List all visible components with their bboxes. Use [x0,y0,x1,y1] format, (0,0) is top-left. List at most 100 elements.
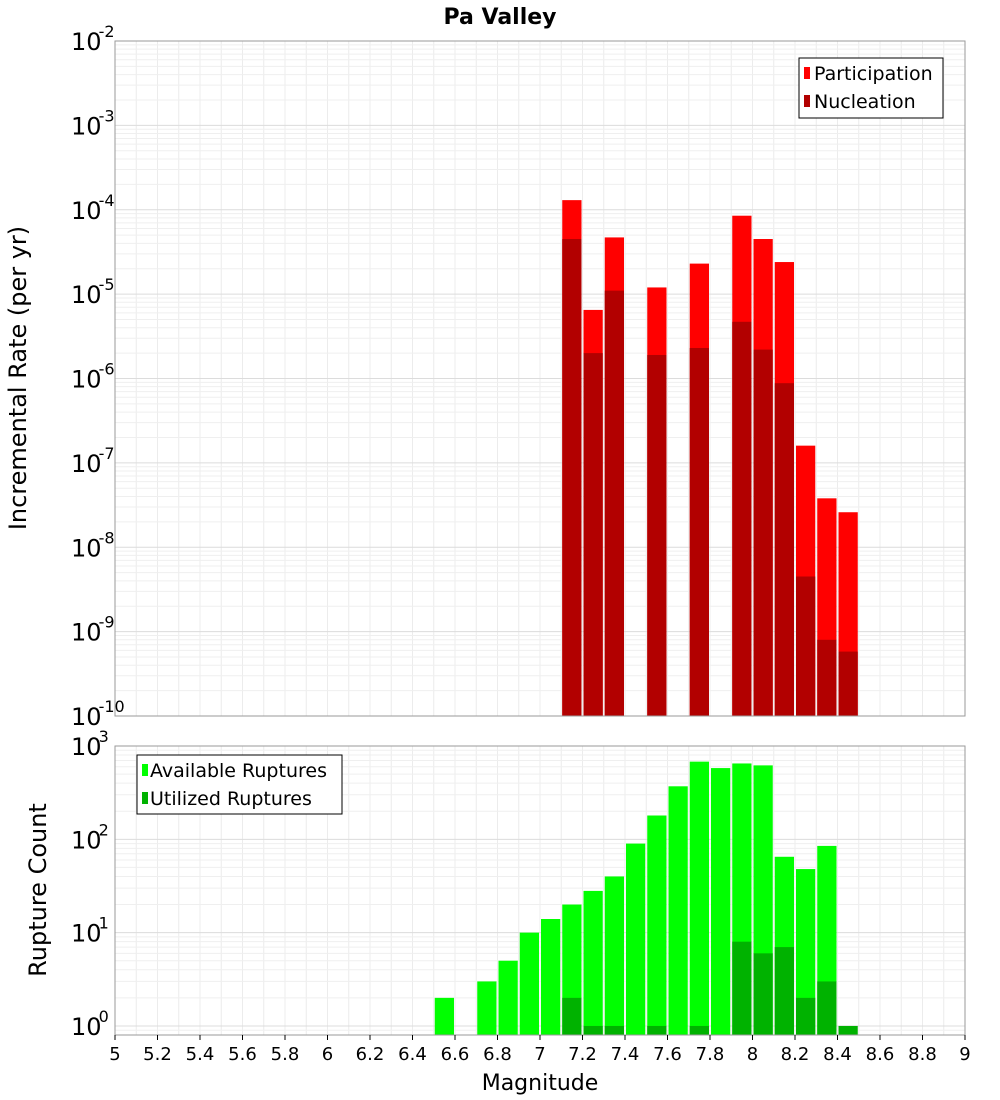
count-bar-available-ruptures [647,815,667,1035]
legend-swatch-utilized [142,792,148,804]
count-bar-available-ruptures [711,768,731,1035]
legend-swatch-available [142,764,148,776]
count-y-tick-exponent: 0 [99,1007,109,1026]
rate-y-tick-exponent: -3 [99,106,115,125]
rate-bar-nucleation [689,347,709,716]
rate-y-tick-exponent: -7 [99,444,115,463]
rate-y-tick-label: 10 [71,534,102,562]
count-bar-available-ruptures [689,761,709,1035]
rate-y-tick-label: 10 [71,281,102,309]
legend-swatch-participation [804,67,810,79]
rate-y-tick-exponent: -10 [99,697,125,716]
count-y-tick-label: 10 [71,826,102,854]
rate-plot-border [114,40,966,717]
legend-label-utilized: Utilized Ruptures [150,788,312,810]
rate-y-tick-label: 10 [71,197,102,225]
rate-y-tick-label: 10 [71,703,102,731]
rate-bar-nucleation [604,290,624,716]
legend-swatch-nucleation [804,95,810,107]
rate-y-tick-exponent: -4 [99,191,115,210]
count-bar-available-ruptures [626,843,646,1035]
rate-y-tick-label: 10 [71,450,102,478]
count-bar-available-ruptures [519,932,539,1035]
rate-y-tick-exponent: -2 [99,22,115,41]
x-tick-label: 6.2 [356,1044,385,1065]
rate-bar-nucleation [796,576,816,716]
count-legend: Available Ruptures Utilized Ruptures [136,754,343,815]
rate-legend-box [798,57,944,119]
rate-y-axis-label: Incremental Rate (per yr) [4,226,32,530]
rate-bar-nucleation [774,383,794,716]
count-y-tick-label: 10 [71,733,102,761]
count-bar-utilized-ruptures [689,1025,709,1035]
rate-y-tick-label: 10 [71,112,102,140]
x-tick-label: 5.4 [186,1044,215,1065]
count-bar-available-ruptures [604,876,624,1035]
count-bar-utilized-ruptures [604,1025,624,1035]
x-tick-label: 6.8 [483,1044,512,1065]
x-tick-label: 8.2 [781,1044,810,1065]
count-bar-available-ruptures [583,890,603,1035]
rate-bar-nucleation [732,321,752,716]
x-tick-label: 9 [959,1044,970,1065]
count-y-tick-exponent: 1 [99,914,109,933]
count-y-tick-exponent: 3 [99,727,109,746]
rate-y-tick-exponent: -6 [99,360,115,379]
rate-y-tick-label: 10 [71,28,102,56]
rate-bar-nucleation [647,354,667,716]
rate-y-tick-exponent: -8 [99,528,115,547]
x-tick-label: 5 [109,1044,120,1065]
count-legend-box [136,754,343,815]
count-bar-utilized-ruptures [583,1025,603,1035]
rate-bar-nucleation [838,651,858,716]
rate-y-tick-label: 10 [71,366,102,394]
x-tick-label: 6.6 [441,1044,470,1065]
x-tick-label: 8 [747,1044,758,1065]
count-bar-available-ruptures [434,997,454,1035]
rate-y-tick-exponent: -9 [99,613,115,632]
legend-label-available: Available Ruptures [150,760,327,782]
x-tick-label: 8.6 [866,1044,895,1065]
x-tick-label: 7.6 [653,1044,682,1065]
count-bar-utilized-ruptures [774,947,794,1035]
count-y-tick-label: 10 [71,920,102,948]
legend-label-participation: Participation [814,63,933,85]
x-tick-label: 7 [534,1044,545,1065]
x-tick-label: 6 [322,1044,333,1065]
rate-bar-nucleation [753,349,773,716]
x-tick-label: 5.6 [228,1044,257,1065]
rate-y-tick-label: 10 [71,619,102,647]
x-tick-label: 5.2 [143,1044,172,1065]
count-bar-available-ruptures [477,981,497,1035]
count-bar-utilized-ruptures [647,1025,667,1035]
count-bar-utilized-ruptures [732,941,752,1035]
count-y-tick-exponent: 2 [99,820,109,839]
count-bar-utilized-ruptures [562,997,582,1035]
x-tick-label: 7.8 [696,1044,725,1065]
x-tick-label: 5.8 [271,1044,300,1065]
x-axis-ticks: 5 5.2 5.4 5.6 5.8 6 6.2 6.4 6.6 6.8 7 7.2 7.4 7.6 7.8 8… [109,1035,971,1065]
rate-bar-nucleation [562,239,582,716]
x-axis-label: Magnitude [482,1071,599,1096]
rate-bar-nucleation [583,353,603,716]
chart-title: Pa Valley [443,5,556,30]
count-bar-utilized-ruptures [817,981,837,1035]
rate-bars [562,200,858,717]
x-tick-label: 7.4 [611,1044,640,1065]
count-y-tick-label: 10 [71,1013,102,1041]
x-tick-label: 6.4 [398,1044,427,1065]
count-bar-available-ruptures [796,869,816,1035]
rate-bar-nucleation [817,639,837,716]
count-bar-available-ruptures [498,960,518,1035]
count-bar-utilized-ruptures [753,953,773,1035]
x-tick-label: 8.4 [823,1044,852,1065]
legend-label-nucleation: Nucleation [814,91,916,113]
x-tick-label: 8.8 [908,1044,937,1065]
count-bars [434,761,858,1035]
count-y-axis-label: Rupture Count [24,803,52,977]
